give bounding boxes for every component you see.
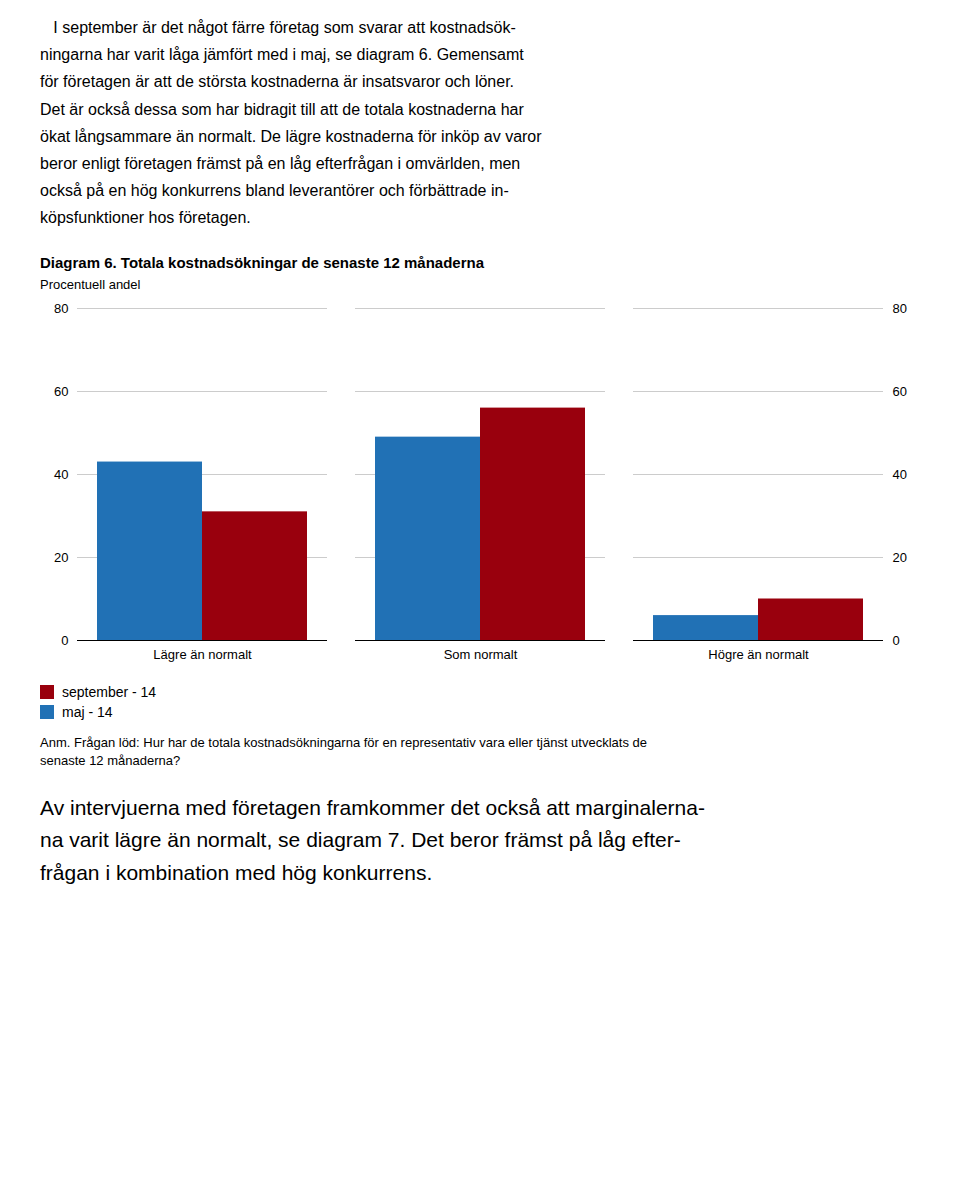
svg-text:Högre än normalt: Högre än normalt: [708, 646, 809, 661]
svg-text:40: 40: [893, 466, 907, 481]
svg-text:20: 20: [893, 549, 907, 564]
html-text:I september är det något färre: I september är det något färre företag s…: [40, 19, 542, 227]
svg-text:80: 80: [893, 300, 907, 315]
svg-text:Som normalt: Som normalt: [444, 646, 518, 661]
svg-text:60: 60: [893, 383, 907, 398]
svg-text:80: 80: [54, 300, 68, 315]
html-text:Diagram 6. Totala kostnadsökni: Diagram 6. Totala kostnadsökningar de se…: [40, 253, 484, 271]
html-text:Procentuell andel: Procentuell andel: [40, 276, 141, 292]
svg-text:0: 0: [893, 632, 900, 647]
html-text:maj - 14: maj - 14: [62, 703, 113, 720]
svg-text:Lägre än normalt: Lägre än normalt: [153, 646, 252, 661]
svg-text:60: 60: [54, 383, 68, 398]
svg-text:0: 0: [61, 632, 68, 647]
svg-text:20: 20: [54, 549, 68, 564]
svg-text:40: 40: [54, 466, 68, 481]
html-text:Av intervjuerna med företagen: Av intervjuerna med företagen framkommer…: [40, 795, 705, 884]
html-text:september - 14: september - 14: [62, 683, 157, 700]
html-text:Anm. Frågan löd: Hur har de to: Anm. Frågan löd: Hur har de totala kostn…: [40, 734, 647, 768]
